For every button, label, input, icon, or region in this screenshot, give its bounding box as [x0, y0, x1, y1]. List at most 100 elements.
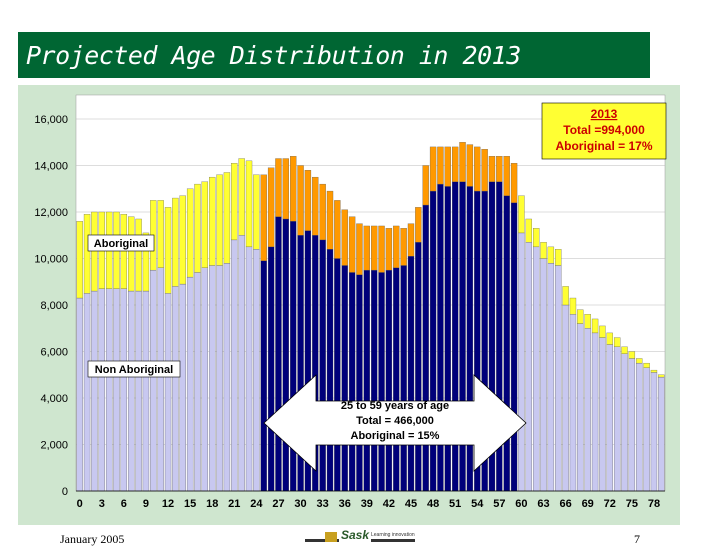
bar-non-aboriginal — [407, 256, 415, 492]
bar-aboriginal — [400, 228, 407, 266]
bar-non-aboriginal — [415, 242, 422, 492]
bar-aboriginal — [532, 228, 540, 248]
bar-non-aboriginal — [326, 249, 334, 492]
x-tick-label: 66 — [559, 498, 571, 510]
bar-non-aboriginal — [356, 274, 363, 492]
bar-aboriginal — [186, 188, 194, 278]
bar-non-aboriginal — [267, 246, 275, 492]
bar-non-aboriginal — [385, 269, 393, 492]
bar-non-aboriginal — [378, 272, 385, 492]
bar-aboriginal — [275, 158, 282, 217]
bar-non-aboriginal — [91, 290, 98, 492]
bar-non-aboriginal — [135, 290, 142, 492]
bar-aboriginal — [393, 225, 400, 268]
bar-aboriginal — [267, 167, 275, 248]
bar-aboriginal — [238, 158, 245, 236]
bar-non-aboriginal — [628, 358, 636, 492]
bar-aboriginal — [334, 200, 341, 259]
bar-aboriginal — [194, 183, 201, 273]
bar-aboriginal — [356, 223, 363, 275]
bar-non-aboriginal — [128, 290, 135, 492]
x-tick-label: 18 — [206, 498, 218, 510]
bar-non-aboriginal — [186, 276, 194, 492]
bar-non-aboriginal — [275, 216, 282, 492]
x-tick-label: 63 — [537, 498, 549, 510]
page-number: 7 — [634, 532, 640, 546]
bar-aboriginal — [231, 163, 238, 241]
bar-non-aboriginal — [150, 269, 157, 492]
bar-aboriginal — [415, 207, 422, 243]
bar-non-aboriginal — [643, 367, 650, 492]
x-tick-label: 60 — [515, 498, 527, 510]
y-tick-label: 10,000 — [34, 254, 68, 266]
bar-non-aboriginal — [555, 265, 562, 492]
bar-aboriginal — [385, 228, 393, 271]
bar-non-aboriginal — [503, 195, 510, 492]
bar-aboriginal — [172, 197, 179, 287]
x-tick-label: 30 — [294, 498, 306, 510]
x-tick-label: 51 — [449, 498, 461, 510]
bar-aboriginal — [562, 286, 569, 306]
bar-aboriginal — [348, 216, 356, 273]
y-tick-label: 14,000 — [34, 161, 68, 173]
bar-non-aboriginal — [76, 297, 83, 492]
bar-non-aboriginal — [510, 202, 518, 492]
bar-non-aboriginal — [282, 218, 289, 492]
logo-text: Sask — [339, 528, 372, 542]
bar-non-aboriginal — [658, 376, 665, 492]
bar-aboriginal — [312, 176, 319, 236]
bar-non-aboriginal — [98, 288, 105, 492]
aboriginal-label: Aboriginal — [94, 238, 148, 250]
bar-aboriginal — [201, 181, 209, 268]
bar-aboriginal — [157, 200, 164, 268]
bar-aboriginal — [371, 225, 378, 271]
bar-aboriginal — [363, 225, 370, 271]
x-tick-label: 48 — [427, 498, 439, 510]
bar-aboriginal — [569, 297, 577, 315]
bar-aboriginal — [120, 214, 128, 289]
non-aboriginal-label-box — [87, 360, 181, 378]
bar-aboriginal — [643, 362, 650, 368]
bar-non-aboriginal — [650, 372, 658, 492]
arrow-label-range: 25 to 59 years of age — [341, 400, 449, 412]
bar-non-aboriginal — [422, 204, 429, 492]
bar-non-aboriginal — [238, 235, 245, 492]
y-tick-label: 16,000 — [34, 114, 68, 126]
bar-aboriginal — [459, 142, 466, 182]
summary-aboriginal: Aboriginal = 17% — [555, 139, 652, 153]
bar-non-aboriginal — [105, 288, 113, 492]
bar-aboriginal — [466, 144, 474, 187]
bar-non-aboriginal — [231, 239, 238, 492]
summary-total: Total =994,000 — [563, 123, 645, 137]
bar-non-aboriginal — [400, 265, 407, 492]
bar-non-aboriginal — [606, 344, 613, 492]
bar-non-aboriginal — [591, 332, 599, 492]
y-tick-label: 0 — [62, 486, 68, 498]
bar-non-aboriginal — [636, 362, 643, 492]
bar-non-aboriginal — [363, 269, 370, 492]
bar-non-aboriginal — [341, 265, 348, 492]
arrow-label-aboriginal: Aboriginal = 15% — [351, 430, 440, 442]
bar-non-aboriginal — [393, 267, 400, 492]
bar-aboriginal — [474, 146, 481, 192]
bar-aboriginal — [179, 195, 186, 285]
bar-non-aboriginal — [216, 265, 223, 492]
bar-non-aboriginal — [179, 283, 186, 492]
bar-non-aboriginal — [525, 242, 532, 492]
sask-logo: Sask Learning innovation — [305, 528, 415, 546]
x-tick-label: 27 — [272, 498, 284, 510]
summary-box — [541, 102, 667, 160]
bar-non-aboriginal — [547, 262, 555, 492]
bar-aboriginal — [496, 156, 503, 182]
bar-non-aboriginal — [348, 272, 356, 492]
bar-non-aboriginal — [613, 346, 621, 492]
bar-aboriginal — [253, 174, 260, 250]
bar-aboriginal — [555, 249, 562, 266]
x-tick-label: 33 — [317, 498, 329, 510]
x-tick-label: 0 — [77, 498, 83, 510]
bar-aboriginal — [76, 221, 83, 299]
bar-non-aboriginal — [253, 249, 260, 492]
bar-aboriginal — [83, 214, 91, 294]
bar-aboriginal — [599, 325, 606, 338]
bar-aboriginal — [319, 183, 326, 241]
